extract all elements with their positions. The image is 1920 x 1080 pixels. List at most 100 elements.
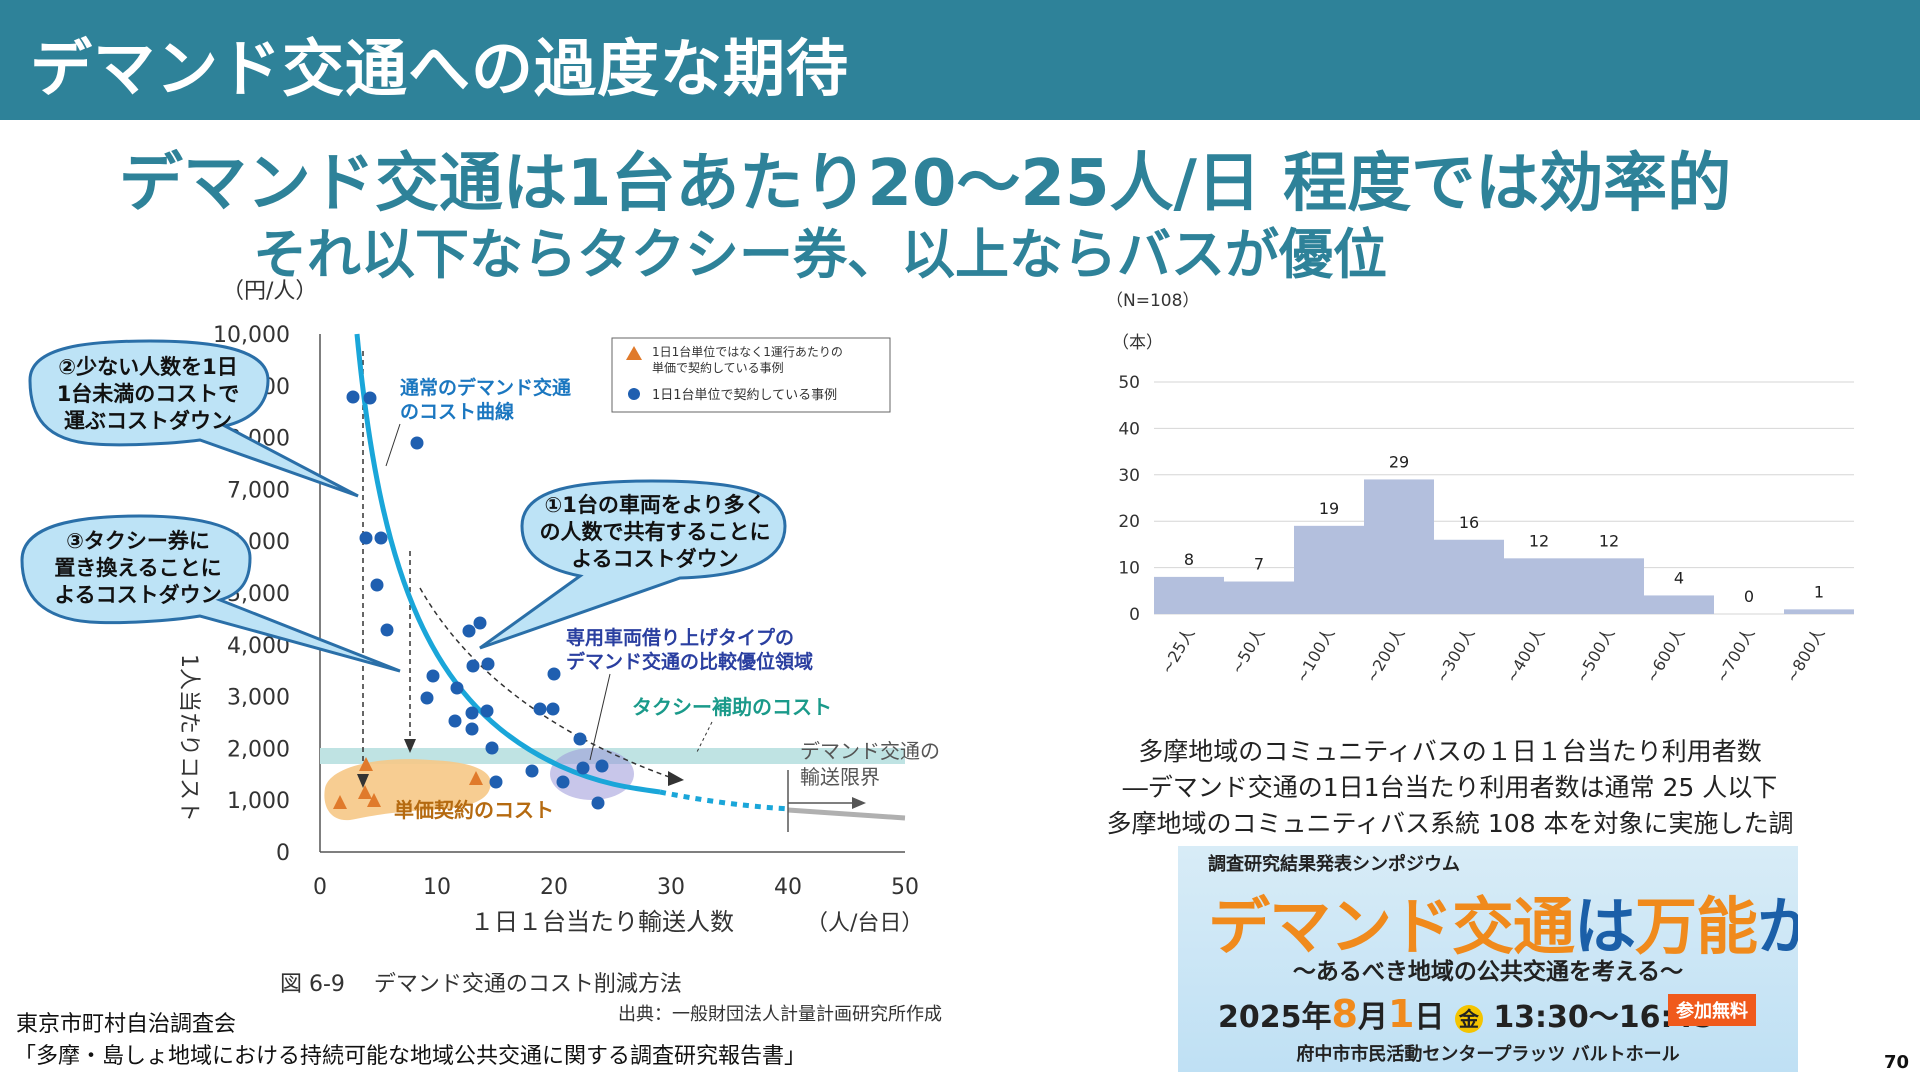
x-tick-label: ~700人	[1712, 625, 1758, 686]
page-number: 70	[1884, 1052, 1910, 1073]
legend-triangle-marker	[626, 346, 642, 360]
banner-tagline: 〜あるべき地域の公共交通を考える〜	[1292, 959, 1684, 985]
data-point-circle	[465, 722, 479, 736]
bar-value-label: 12	[1599, 531, 1619, 550]
bar	[1784, 609, 1854, 614]
bar	[1154, 576, 1224, 614]
x-tick-label: ~100人	[1292, 625, 1338, 686]
banner-venue: 府中市市民活動センタープラッツ バルトホール	[1296, 1044, 1680, 1065]
bar-value-label: 7	[1254, 555, 1264, 574]
bubble-1	[479, 479, 787, 650]
data-point-circle	[410, 436, 424, 450]
data-point-circle	[525, 764, 539, 778]
data-point-circle	[346, 390, 360, 404]
data-point-circle	[380, 623, 394, 637]
date-year: 2025年	[1218, 1000, 1332, 1035]
bar-value-label: 16	[1459, 513, 1479, 532]
data-point-circle	[426, 669, 440, 683]
taxi-cost-label: タクシー補助のコスト	[632, 695, 832, 719]
data-point-circle	[547, 667, 561, 681]
y-tick-label: 0	[276, 841, 290, 866]
arrow-head-2	[357, 774, 369, 788]
x-unit-label: （人/台日）	[806, 911, 923, 936]
cost-curve-extension	[659, 789, 791, 812]
y-tick-label: 1,000	[227, 789, 290, 814]
data-point-triangle	[358, 785, 372, 799]
data-point-circle	[450, 681, 464, 695]
banner-date: 2025年8月1日 金 13:30〜16:45	[1218, 992, 1714, 1036]
y-unit: （本）	[1112, 333, 1163, 353]
transport-limit-line	[787, 807, 906, 821]
y-unit-label: （円/人）	[222, 279, 317, 304]
y-tick-label: 2,000	[227, 737, 290, 762]
bar	[1574, 558, 1644, 614]
headline-line2: それ以下ならタクシー券、以上ならバスが優位	[253, 223, 1387, 286]
bubble-3	[20, 514, 401, 673]
bar-value-label: 4	[1674, 568, 1684, 587]
data-point-triangle	[367, 793, 381, 807]
x-tick-label: ~300人	[1432, 625, 1478, 686]
banner-title-d: か	[1757, 890, 1798, 963]
bar	[1434, 539, 1504, 614]
data-point-circle	[370, 578, 384, 592]
region-pointer	[589, 673, 611, 761]
curve-label: 通常のデマンド交通のコスト曲線	[400, 376, 572, 423]
bar-value-label: 19	[1319, 499, 1339, 518]
legend-box	[611, 337, 891, 413]
data-point-circle	[595, 759, 609, 773]
data-point-triangle	[469, 771, 483, 785]
data-point-triangle	[333, 795, 347, 809]
reduction-arrow-1	[419, 587, 673, 779]
free-badge: 参加無料	[1668, 994, 1756, 1026]
x-axis-label: １日１台当たり輸送人数	[470, 908, 734, 936]
figure-caption: 図 6-9 デマンド交通のコスト削減方法	[280, 972, 682, 997]
bar	[1644, 595, 1714, 614]
figure-source: 出典：一般財団法人計量計画研究所作成	[618, 1004, 942, 1025]
header-bar: デマンド交通への過度な期待	[0, 0, 1920, 120]
bar-value-label: 8	[1184, 550, 1194, 569]
date-month: 8	[1331, 992, 1358, 1036]
bar	[1294, 525, 1364, 614]
banner-title: デマンド交通は万能か	[1208, 876, 1798, 966]
x-tick-label: ~500人	[1572, 625, 1618, 686]
symposium-banner[interactable]: 調査研究結果発表シンポジウム デマンド交通は万能か 〜あるべき地域の公共交通を考…	[1178, 846, 1798, 1072]
advantage-region-label: 専用車両借り上げタイプのデマンド交通の比較優位領域	[566, 626, 813, 673]
data-point-circle	[576, 761, 590, 775]
x-tick-label: 40	[774, 875, 802, 900]
y-tick-label: 0	[1129, 605, 1140, 625]
data-point-circle	[473, 616, 487, 630]
banner-subtitle: 調査研究結果発表シンポジウム	[1208, 854, 1460, 875]
y-tick-label: 50	[1118, 373, 1140, 393]
data-point-circle	[462, 624, 476, 638]
y-tick-label: 10	[1118, 559, 1140, 579]
data-point-circle	[489, 775, 503, 789]
date-weekday-badge: 金	[1454, 1004, 1483, 1033]
banner-title-b: は	[1574, 890, 1636, 963]
x-tick-label: ~800人	[1782, 625, 1828, 686]
data-point-triangle	[359, 757, 373, 771]
y-tick-label: 7,000	[227, 478, 290, 503]
headline-line1: デマンド交通は1台あたり20〜25人/日 程度では効率的	[118, 147, 1732, 221]
bubble-1-text: ①1台の車両をより多くの人数で共有することによるコストダウン	[540, 493, 771, 571]
arrow-head-3	[404, 739, 416, 753]
cost-figure: （円/人） 10,0009,0008,0007,0006,0005,0004,0…	[20, 279, 940, 936]
unit-cost-label: 単価契約のコスト	[394, 798, 554, 822]
arrow-head-1	[668, 771, 684, 786]
date-month-unit: 月	[1357, 1000, 1388, 1035]
bar-value-label: 12	[1529, 531, 1549, 550]
x-tick-label: ~25人	[1157, 625, 1198, 678]
date-day: 1	[1387, 992, 1415, 1036]
bar-value-label: 1	[1814, 582, 1824, 601]
legend-triangle-label: 1日1台単位ではなく1運行あたりの単価で契約している事例	[652, 344, 843, 375]
data-point-circle	[420, 691, 434, 705]
bar	[1224, 581, 1294, 614]
data-point-circle	[448, 714, 462, 728]
reference-org: 東京市町村自治調査会	[16, 1012, 237, 1037]
slide-title: デマンド交通への過度な期待	[30, 32, 850, 105]
y-tick-label: 10,000	[213, 323, 290, 348]
y-axis-label: 1人当たりコスト	[176, 654, 201, 822]
bar-caption-line1: 多摩地域のコミュニティバスの１日１台当たり利用者数	[1138, 737, 1762, 766]
x-tick-label: 50	[891, 875, 919, 900]
data-point-circle	[466, 659, 480, 673]
